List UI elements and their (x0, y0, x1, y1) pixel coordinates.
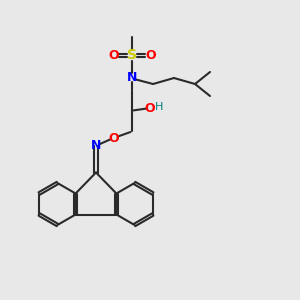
Text: N: N (127, 71, 137, 85)
Text: O: O (109, 131, 119, 145)
Text: H: H (155, 101, 163, 112)
Text: N: N (91, 139, 101, 152)
Text: O: O (108, 49, 119, 62)
Text: O: O (145, 101, 155, 115)
Text: S: S (127, 49, 137, 62)
Text: O: O (145, 49, 156, 62)
